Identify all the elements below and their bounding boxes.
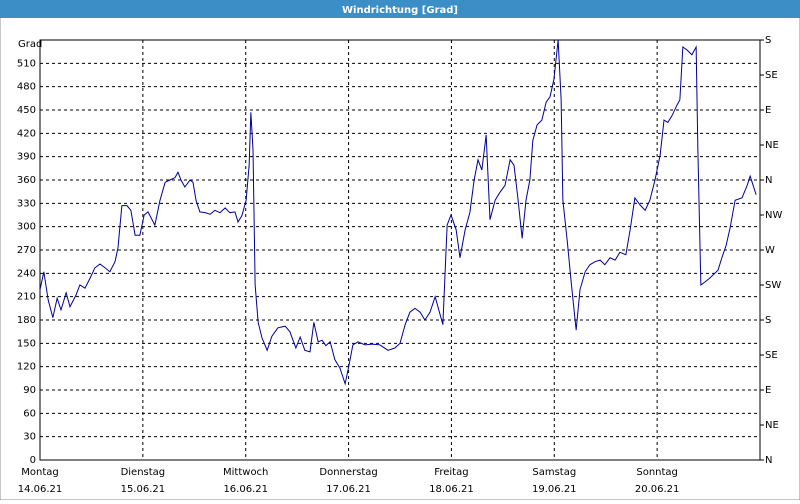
y-tick-label: 120	[17, 362, 36, 373]
x-tick-date: 14.06.21	[18, 484, 63, 495]
y-tick-label: 300	[17, 222, 36, 233]
y-tick-label: 30	[23, 432, 36, 443]
y2-tick-label: W	[765, 245, 775, 256]
y2-tick-label: NE	[765, 420, 779, 431]
x-tick-date: 20.06.21	[635, 484, 680, 495]
title-bar	[0, 0, 800, 18]
line-series	[39, 39, 757, 386]
y-tick-label: 360	[17, 175, 36, 186]
y2-tick-label: E	[765, 105, 771, 116]
y2-tick-label: SE	[765, 70, 778, 81]
y2-tick-label: NE	[765, 140, 779, 151]
y-tick-label: 60	[23, 408, 36, 419]
y-tick-label: 510	[17, 58, 36, 69]
x-tick-label: Dienstag	[121, 467, 166, 478]
y-tick-label: 420	[17, 128, 36, 139]
x-tick-label: Samstag	[532, 467, 576, 478]
y2-tick-label: SW	[765, 280, 781, 291]
x-tick-label: Mittwoch	[223, 467, 268, 478]
y-tick-label: 330	[17, 198, 36, 209]
y-tick-label: 210	[17, 292, 36, 303]
x-tick-label: Montag	[21, 467, 58, 478]
y2-tick-label: E	[765, 385, 771, 396]
y2-tick-label: SE	[765, 350, 778, 361]
y-axis-label: Grad	[18, 39, 42, 50]
plot-border	[39, 39, 761, 461]
x-tick-label: Donnerstag	[319, 467, 377, 478]
y-tick-label: 180	[17, 315, 36, 326]
y-tick-label: 0	[30, 455, 36, 466]
x-tick-date: 16.06.21	[223, 484, 268, 495]
y-tick-label: 240	[17, 268, 36, 279]
y-tick-label: 390	[17, 152, 36, 163]
y2-tick-label: N	[765, 175, 772, 186]
y-tick-label: 90	[23, 385, 36, 396]
y-tick-label: 270	[17, 245, 36, 256]
x-tick-date: 17.06.21	[326, 484, 371, 495]
y2-tick-label: S	[765, 315, 771, 326]
x-tick-date: 15.06.21	[121, 484, 166, 495]
x-tick-label: Sonntag	[636, 467, 678, 478]
x-tick-date: 18.06.21	[429, 484, 474, 495]
y-tick-label: 480	[17, 82, 36, 93]
y2-tick-label: S	[765, 35, 771, 46]
x-tick-label: Freitag	[434, 467, 468, 478]
y2-tick-label: NW	[765, 210, 782, 221]
y-tick-label: 150	[17, 338, 36, 349]
y-tick-label: 450	[17, 105, 36, 116]
x-tick-date: 19.06.21	[532, 484, 577, 495]
y2-tick-label: N	[765, 455, 772, 466]
chart-title: Windrichtung [Grad]	[342, 5, 458, 16]
